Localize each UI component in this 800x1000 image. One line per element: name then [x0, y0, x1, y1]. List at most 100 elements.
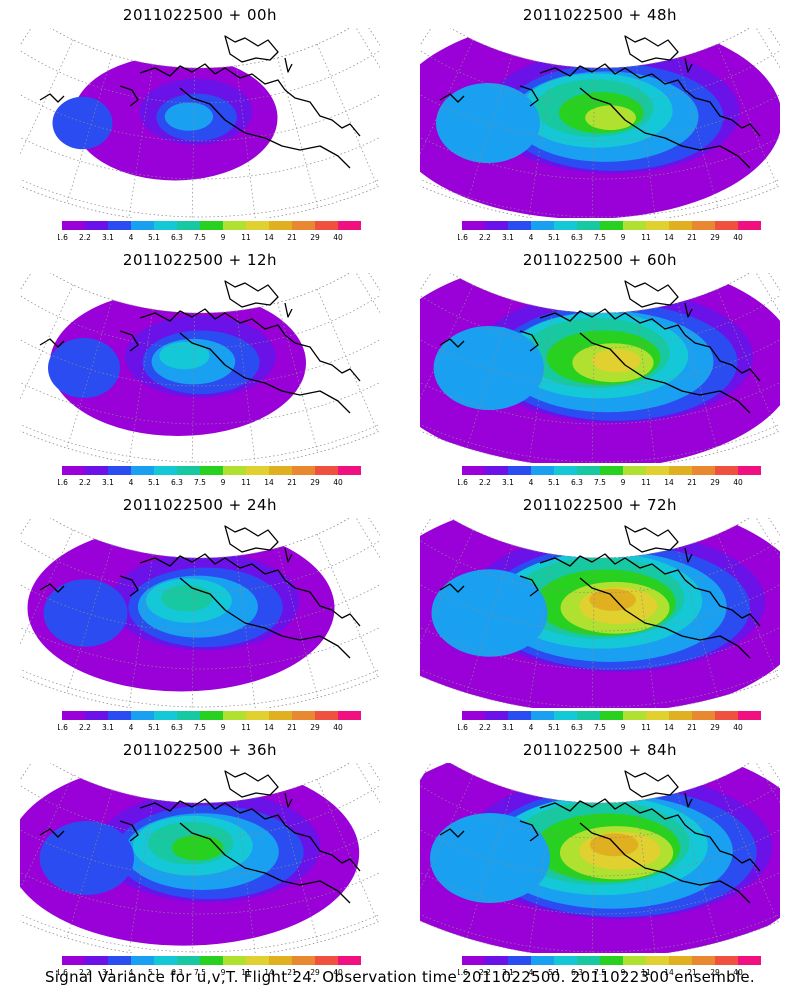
colorbar-swatch: [315, 466, 338, 475]
variance-map: [20, 518, 380, 708]
colorbar-swatch: [623, 221, 646, 230]
colorbar-swatch: [485, 466, 508, 475]
colorbar-swatch: [462, 956, 485, 965]
colorbar-swatch: [577, 221, 600, 230]
colorbar: 1.6 2.2 3.1 4 5.1 6.3 7.5 9 11 14 21 29 40: [58, 221, 361, 241]
colorbar-swatch: [462, 711, 485, 720]
colorbar: 1.6 2.2 3.1 4 5.1 6.3 7.5 9 11 14 21 29 40: [458, 221, 761, 241]
colorbar-swatch: [715, 956, 738, 965]
colorbar-swatch: [131, 956, 154, 965]
colorbar-swatch: [108, 956, 131, 965]
variance-contour: [159, 342, 210, 370]
colorbar-label: 7.5: [194, 478, 206, 486]
colorbar-label: 21: [687, 723, 697, 731]
colorbar-label: 7.5: [594, 233, 606, 241]
colorbar-label: 11: [241, 723, 251, 731]
colorbar-swatch: [600, 466, 623, 475]
colorbar-swatch: [85, 711, 108, 720]
variance-map: [420, 273, 780, 463]
map-border: [420, 518, 780, 708]
variance-map: [420, 763, 780, 953]
colorbar-swatch: [669, 221, 692, 230]
map-border: [20, 763, 380, 953]
colorbar-label: 2.2: [79, 233, 91, 241]
colorbar-swatch: [108, 711, 131, 720]
colorbar-swatch: [154, 466, 177, 475]
colorbar-swatch: [623, 956, 646, 965]
colorbar-swatch: [646, 466, 669, 475]
colorbar-label: 3.1: [102, 723, 114, 731]
forecast-panel-p84: 2011022500 + 84h 1.6 2.2 3.1 4 5.1 6.3 7.5 9 11 14…: [400, 735, 800, 980]
colorbar-label: 5.1: [148, 968, 160, 976]
colorbar-swatch: [600, 956, 623, 965]
coastline: [39, 770, 361, 904]
colorbar-swatch: [223, 956, 246, 965]
colorbar-swatch: [223, 221, 246, 230]
colorbar-swatch: [715, 221, 738, 230]
colorbar-label: 2.2: [479, 723, 491, 731]
colorbar-label: 7.5: [594, 478, 606, 486]
colorbar-label: 11: [641, 233, 651, 241]
colorbar-label: 1.6: [58, 723, 68, 731]
colorbar-label: 29: [710, 968, 720, 976]
colorbar-label: 14: [264, 233, 274, 241]
colorbar-swatch: [246, 711, 269, 720]
colorbar-label: 3.1: [102, 968, 114, 976]
forecast-panel-p48: 2011022500 + 48h 1.6 2.2 3.1 4 5.1 6.3 7.5 9 11 14…: [400, 0, 800, 245]
colorbar-label: 4: [529, 723, 534, 731]
colorbar-label: 2.2: [79, 478, 91, 486]
variance-contour: [48, 338, 120, 398]
colorbar-swatch: [315, 221, 338, 230]
variance-contour: [431, 569, 548, 657]
colorbar-label: 9: [621, 478, 626, 486]
colorbar: 1.6 2.2 3.1 4 5.1 6.3 7.5 9 11 14 21 29 40: [458, 956, 761, 976]
colorbar-swatch: [462, 221, 485, 230]
colorbar-label: 5.1: [548, 968, 560, 976]
colorbar-label: 11: [241, 478, 251, 486]
colorbar-swatch: [623, 711, 646, 720]
colorbar-label: 21: [287, 233, 297, 241]
coastline: [39, 35, 361, 169]
colorbar-label: 6.3: [571, 478, 583, 486]
colorbar-label: 21: [687, 478, 697, 486]
colorbar-label: 29: [710, 723, 720, 731]
colorbar-swatch: [338, 221, 361, 230]
colorbar-label: 21: [287, 723, 297, 731]
colorbar-label: 6.3: [571, 968, 583, 976]
colorbar-swatch: [177, 956, 200, 965]
colorbar-label: 11: [241, 233, 251, 241]
colorbar-swatch: [292, 711, 315, 720]
colorbar-label: 4: [129, 968, 134, 976]
forecast-panel-p36: 2011022500 + 36h 1.6 2.2 3.1 4 5.1 6.3 7.5 9 11 14…: [0, 735, 400, 980]
colorbar-swatch: [177, 466, 200, 475]
colorbar-swatch: [531, 956, 554, 965]
colorbar-swatch: [315, 711, 338, 720]
colorbar-swatch: [646, 221, 669, 230]
colorbar-label: 3.1: [102, 478, 114, 486]
colorbar-swatch: [154, 711, 177, 720]
variance-map: [20, 273, 380, 463]
colorbar-swatch: [554, 221, 577, 230]
figure-caption: Signal Variance for u,v,T. Flight 24. Ob…: [44, 968, 756, 986]
colorbar-swatch: [692, 956, 715, 965]
colorbar-label: 2.2: [479, 478, 491, 486]
colorbar-swatch: [715, 711, 738, 720]
panel-title: 2011022500 + 84h: [522, 741, 678, 759]
forecast-panel-p12: 2011022500 + 12h 1.6 2.2 3.1 4 5.1 6.3 7.5 9 11 14…: [0, 245, 400, 490]
colorbar: 1.6 2.2 3.1 4 5.1 6.3 7.5 9 11 14 21 29 40: [58, 956, 361, 976]
colorbar-label: 40: [333, 233, 343, 241]
colorbar-swatch: [577, 956, 600, 965]
variance-map: [420, 28, 780, 218]
colorbar-swatch: [554, 466, 577, 475]
colorbar-label: 6.3: [171, 723, 183, 731]
colorbar-swatch: [269, 956, 292, 965]
colorbar-label: 3.1: [502, 233, 514, 241]
panel-title: 2011022500 + 00h: [122, 6, 278, 24]
coastline: [439, 770, 761, 904]
colorbar-swatch: [108, 221, 131, 230]
colorbar-label: 1.6: [458, 723, 468, 731]
colorbar-label: 11: [641, 723, 651, 731]
colorbar-label: 5.1: [148, 723, 160, 731]
colorbar-swatch: [246, 956, 269, 965]
variance-map: [420, 518, 780, 708]
